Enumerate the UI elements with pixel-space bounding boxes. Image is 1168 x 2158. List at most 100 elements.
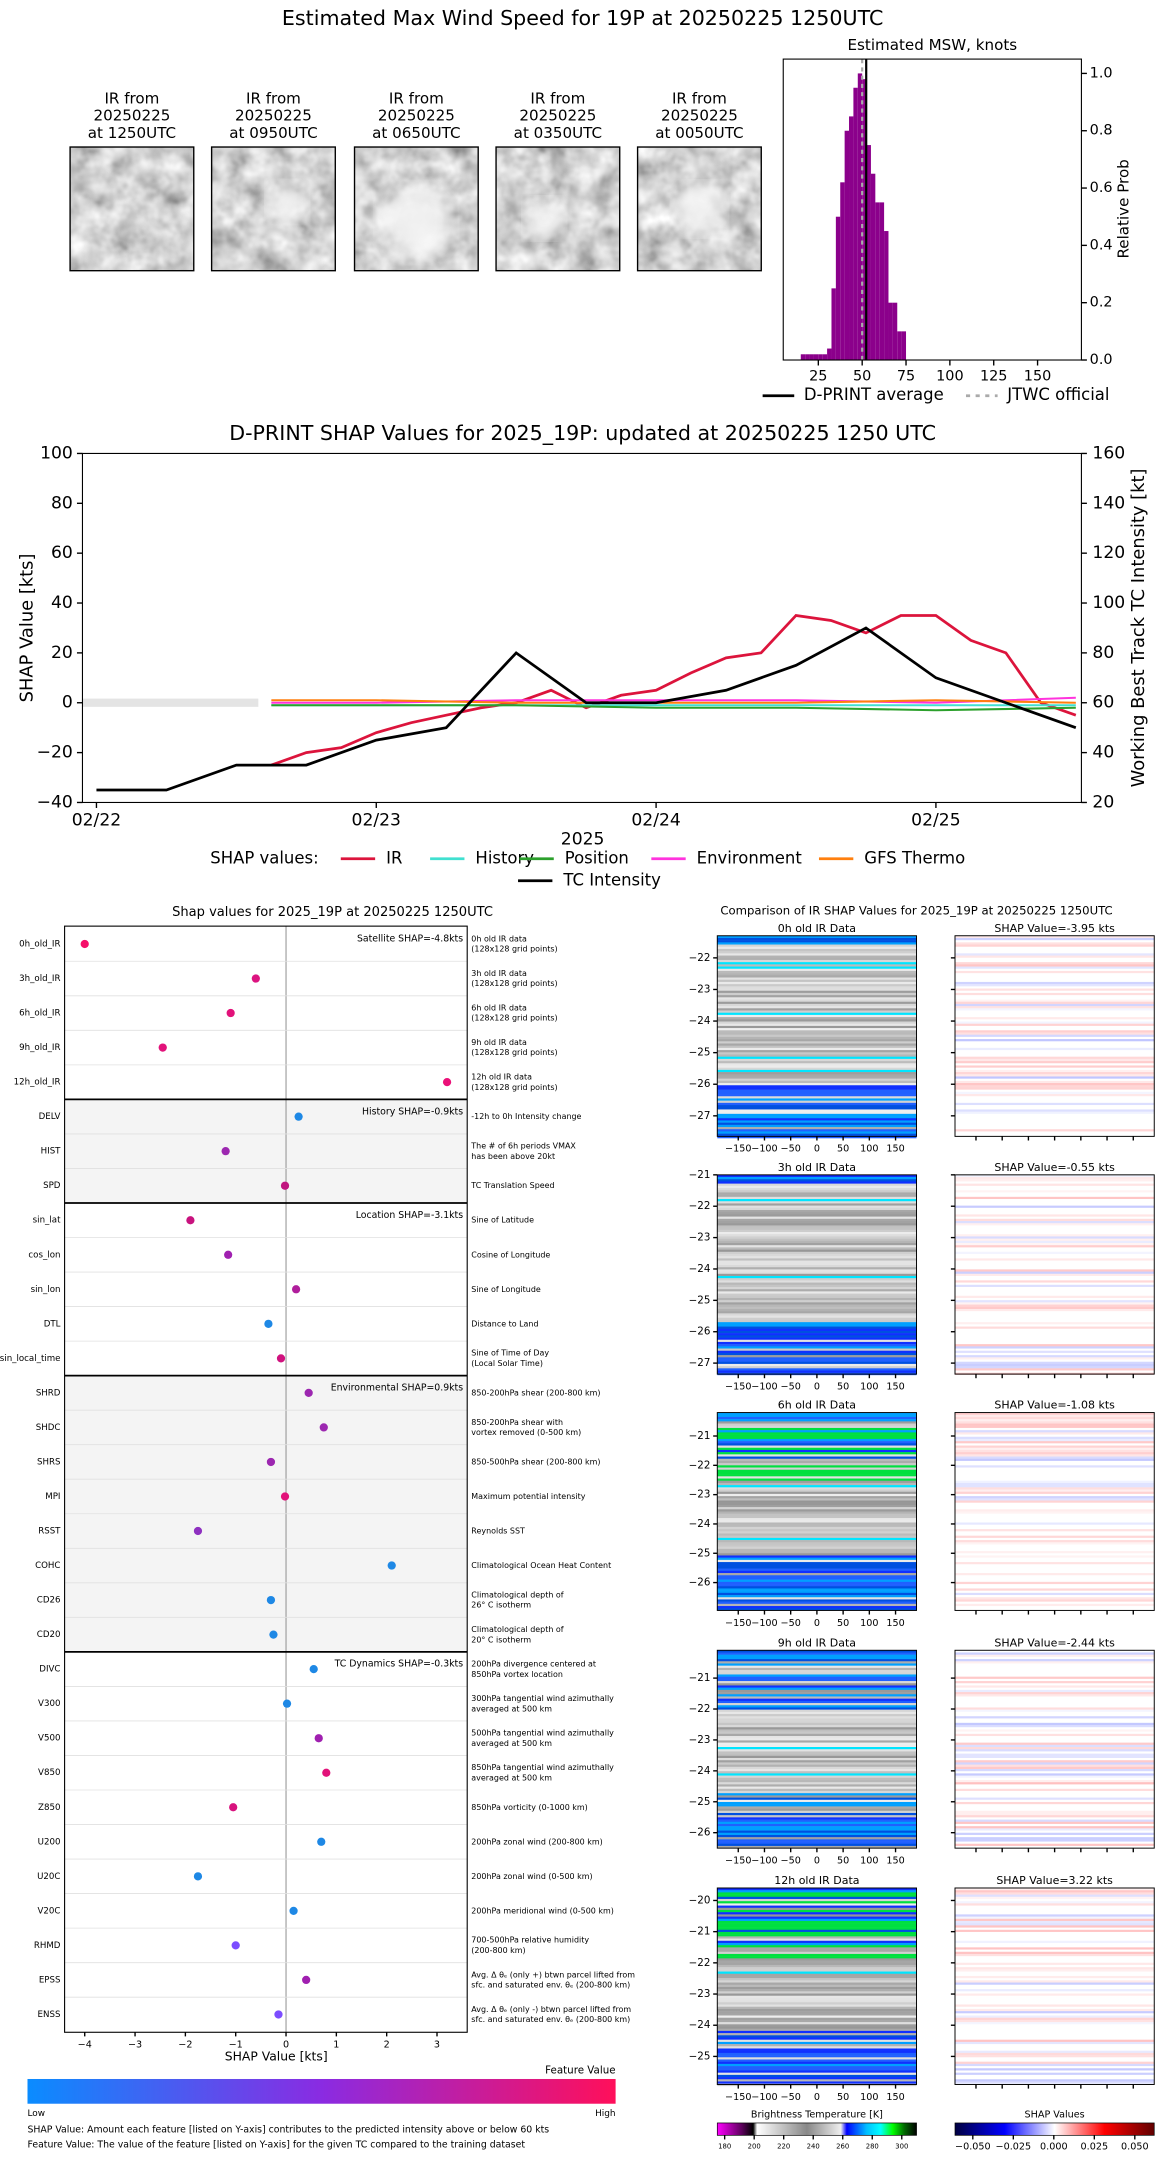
ir-stripe bbox=[717, 1280, 917, 1283]
shap-background bbox=[955, 1887, 1155, 2085]
x-tick-label: −50 bbox=[781, 1144, 801, 1155]
ir-stripe bbox=[717, 1421, 917, 1424]
shap-stripe bbox=[955, 1065, 1155, 1068]
feature-label: V300 bbox=[38, 1699, 60, 1709]
feature-label: HIST bbox=[41, 1147, 62, 1157]
ir-stripe bbox=[717, 1116, 917, 1119]
ir-cloud bbox=[380, 186, 453, 259]
ir-stripe bbox=[717, 1025, 917, 1029]
shap-stripe bbox=[955, 1445, 1155, 1448]
ir-stripe bbox=[717, 2002, 917, 2005]
y2-tick-label: 40 bbox=[1092, 743, 1114, 763]
ir-stripe bbox=[717, 1672, 917, 1675]
ir-stripe bbox=[717, 1707, 917, 1710]
dot bbox=[322, 1768, 331, 1777]
shap-stripe bbox=[955, 1111, 1155, 1114]
ir-stripe bbox=[717, 966, 917, 970]
ir-stripe bbox=[717, 1971, 917, 1975]
shap-stripe bbox=[955, 1245, 1155, 1248]
ir-stripe bbox=[717, 1843, 917, 1847]
ir-stripe bbox=[717, 1185, 917, 1189]
ir-stripe bbox=[717, 942, 917, 945]
ir-stripe bbox=[717, 1546, 917, 1550]
shap-stripe bbox=[955, 962, 1155, 965]
ir-stripe bbox=[717, 1030, 917, 1033]
shap-stripe bbox=[955, 1302, 1155, 1305]
ir-stripe bbox=[717, 1777, 917, 1781]
axes-frame bbox=[81, 452, 1082, 804]
shap-stripe bbox=[955, 1436, 1155, 1439]
dot bbox=[221, 1147, 230, 1156]
ir-stripe bbox=[717, 1210, 917, 1213]
ir-stripe bbox=[717, 1920, 917, 1924]
ir-stripe bbox=[717, 1047, 917, 1051]
shap-stripe bbox=[955, 1423, 1155, 1426]
ir-stripe bbox=[717, 1478, 917, 1481]
ir-stripe bbox=[717, 1729, 917, 1732]
ir-stripe bbox=[717, 1953, 917, 1957]
shap-stripe bbox=[955, 1603, 1155, 1607]
ir-stripe bbox=[717, 1995, 917, 1999]
x-tick-label: −50 bbox=[781, 1618, 801, 1629]
ir-stripe bbox=[717, 1216, 917, 1220]
shap-stripe bbox=[955, 1295, 1155, 1298]
shap-stripe bbox=[955, 1174, 1155, 1178]
y-tick-label: −20 bbox=[37, 743, 73, 763]
feature-description: 200hPa divergence centered at bbox=[471, 1659, 596, 1668]
ir-stripe bbox=[717, 1590, 917, 1594]
ir-stripe bbox=[717, 2079, 917, 2082]
ir-stripe bbox=[717, 992, 917, 996]
ir-stripe bbox=[717, 1502, 917, 1506]
shap-stripe bbox=[955, 1183, 1155, 1186]
shap-stripe bbox=[955, 1989, 1155, 1992]
ir-stripe bbox=[717, 1659, 917, 1662]
ir-image-label: IR from bbox=[530, 89, 585, 107]
feature-description: Cosine of Longitude bbox=[471, 1250, 550, 1259]
ir-stripe bbox=[717, 1326, 917, 1330]
ir-stripe bbox=[717, 1339, 917, 1343]
bar bbox=[879, 202, 885, 361]
x-tick-label: 100 bbox=[936, 368, 963, 384]
shap-stripe bbox=[955, 1030, 1155, 1033]
shap-stripe bbox=[955, 1447, 1155, 1450]
shap-background bbox=[955, 1650, 1155, 1849]
shap-stripe bbox=[955, 1489, 1155, 1492]
ir-stripe bbox=[717, 1692, 917, 1695]
ir-stripe bbox=[717, 1008, 917, 1011]
ir-stripe bbox=[717, 1188, 917, 1191]
group-background bbox=[64, 1202, 468, 1376]
ir-stripe bbox=[717, 1133, 917, 1137]
x-tick-label: 100 bbox=[860, 1618, 878, 1629]
shap-stripe bbox=[955, 1821, 1155, 1824]
ir-stripe bbox=[717, 1058, 917, 1062]
shap-stripe bbox=[955, 1929, 1155, 1932]
feature-description: Climatological depth of bbox=[471, 1625, 563, 1634]
legend-label: History bbox=[475, 848, 534, 867]
ir-stripe bbox=[717, 1894, 917, 1898]
ir-stripe bbox=[717, 1553, 917, 1556]
ir-stripe bbox=[717, 981, 917, 985]
ir-stripe bbox=[717, 1100, 917, 1104]
ir-stripe bbox=[717, 1905, 917, 1909]
y-tick-label: −40 bbox=[37, 792, 73, 812]
colorbar bbox=[27, 2078, 616, 2104]
dot bbox=[280, 1181, 290, 1190]
ir-stripe bbox=[717, 1832, 917, 1836]
ir-stripe bbox=[717, 1654, 917, 1658]
ir-stripe bbox=[717, 1931, 917, 1935]
x-tick-label: −50 bbox=[781, 1856, 801, 1867]
ir-image bbox=[636, 146, 762, 272]
shap-stripe bbox=[955, 1273, 1155, 1276]
footnote: Feature Value: The value of the feature … bbox=[27, 2139, 525, 2150]
shap-stripe bbox=[955, 1722, 1155, 1726]
ir-stripe bbox=[717, 1183, 917, 1187]
ir-stripe bbox=[717, 1324, 917, 1327]
ir-stripe bbox=[717, 970, 917, 974]
ir-stripe bbox=[717, 999, 917, 1002]
ir-stripe bbox=[717, 1520, 917, 1523]
shap-stripe bbox=[955, 1083, 1155, 1086]
ir-stripe bbox=[717, 1256, 917, 1259]
ir-stripe bbox=[717, 2006, 917, 2010]
panel-shap-title: SHAP Value=-0.55 kts bbox=[994, 1161, 1115, 1174]
ir-image bbox=[353, 146, 479, 272]
